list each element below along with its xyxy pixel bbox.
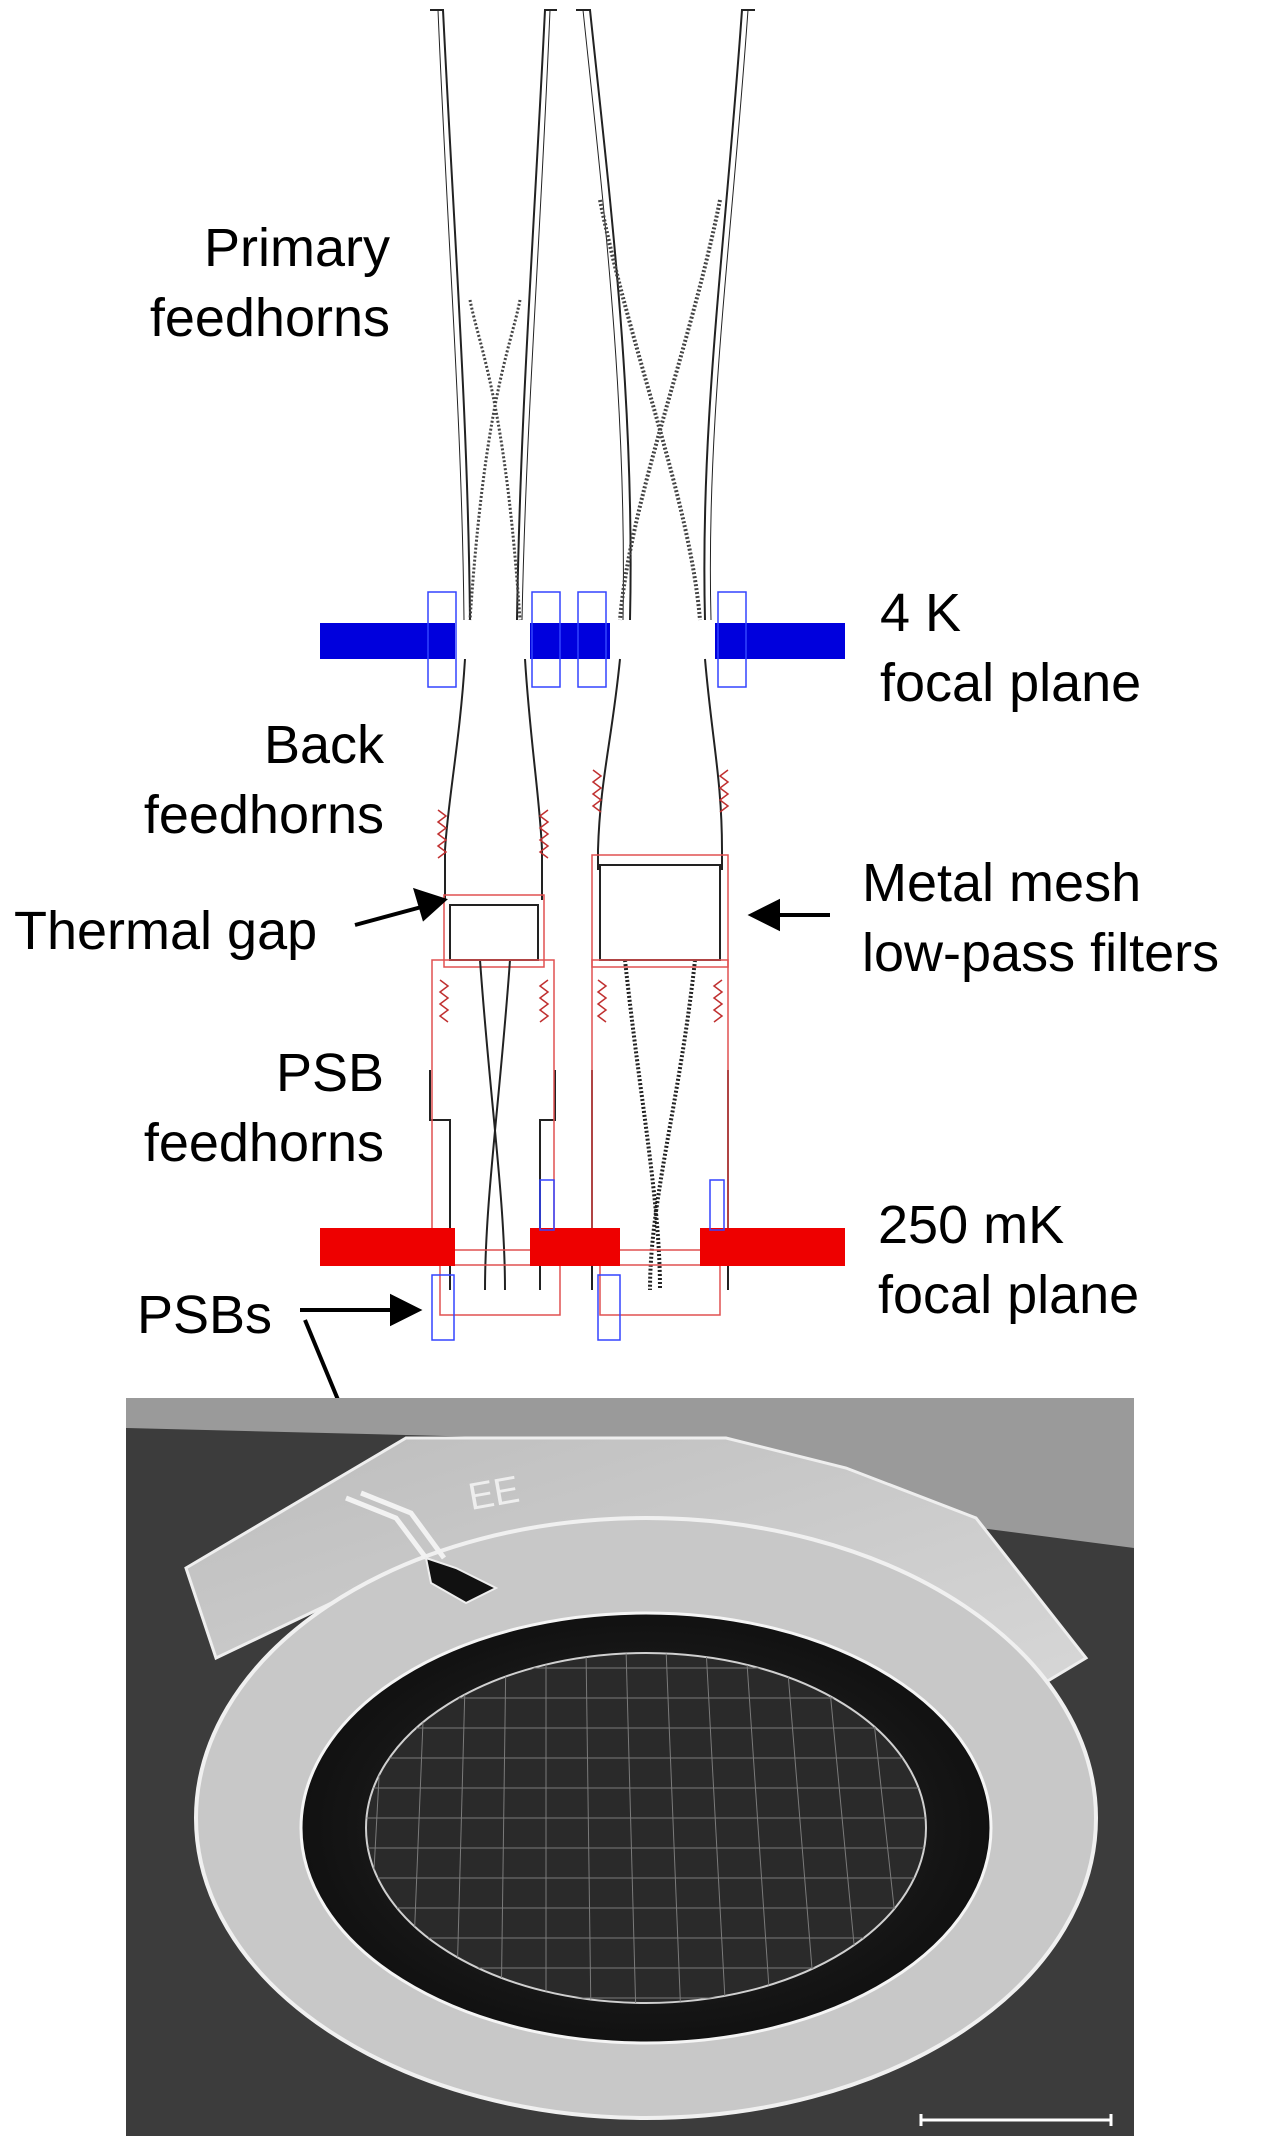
focal-plane-4k: [320, 591, 845, 688]
filter-housings: [443, 854, 729, 968]
annotation-arrows: [300, 887, 830, 1400]
back-feedhorns-label: Back feedhorns: [144, 710, 384, 850]
focal-plane-4k-line2: focal plane: [880, 653, 1142, 713]
focal-plane-250mk: [320, 1179, 845, 1341]
primary-label-line2: feedhorns: [149, 288, 390, 348]
feedhorn-cross-section-diagram: [300, 9, 845, 1400]
metal-mesh-line1: Metal mesh: [862, 853, 1142, 913]
metal-mesh-label: Metal mesh low-pass filters: [862, 848, 1219, 988]
psb-feedhorns-label: PSB feedhorns: [144, 1038, 384, 1178]
mesh-absorber: [365, 1652, 927, 2004]
psb-micrograph: EE: [126, 1398, 1134, 2136]
micrograph-illustration: EE: [126, 1398, 1134, 2136]
focal-plane-4k-label: 4 K focal plane: [880, 578, 1141, 718]
back-feedhorn-threads: [436, 769, 730, 859]
photo-marking: EE: [465, 1469, 522, 1519]
back-feedhorns: [444, 658, 723, 900]
psbs-arrow-lower: [303, 1319, 341, 1400]
psbs-label: PSBs: [137, 1285, 273, 1345]
thermal-gap-label: Thermal gap: [14, 901, 318, 961]
psb-housings: [431, 959, 729, 1316]
psb-thermistor: [424, 1556, 499, 1605]
focal-plane-250mk-line2: focal plane: [878, 1265, 1140, 1325]
psb-leads: [345, 1490, 447, 1560]
primary-feedhorns-label: Primary feedhorns: [150, 213, 390, 353]
metal-mesh-line2: low-pass filters: [862, 923, 1220, 983]
focal-plane-250mk-line1: 250 mK: [878, 1195, 1065, 1255]
psb-label-line2: feedhorns: [143, 1113, 384, 1173]
psb-label-line1: PSB: [275, 1043, 384, 1103]
primary-label-line1: Primary: [204, 218, 390, 278]
metal-mesh-filters: [449, 864, 721, 961]
psb-threads: [438, 979, 724, 1023]
primary-feedhorns: [430, 9, 755, 621]
back-label-line2: feedhorns: [143, 785, 384, 845]
focal-plane-250mk-label: 250 mK focal plane: [878, 1190, 1139, 1330]
focal-plane-4k-line1: 4 K: [880, 583, 962, 643]
back-label-line1: Back: [263, 715, 384, 775]
